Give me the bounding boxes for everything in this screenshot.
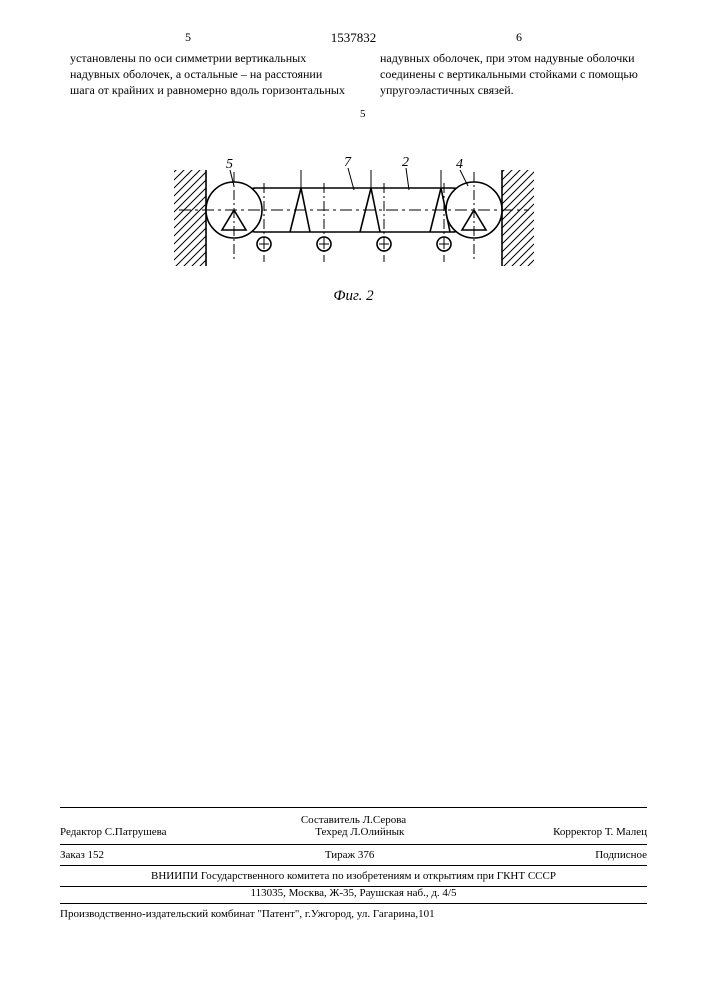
svg-text:5: 5	[226, 157, 233, 172]
footer-publisher: Производственно-издательский комбинат "П…	[60, 904, 647, 920]
svg-text:2: 2	[402, 155, 409, 170]
figure-caption: Фиг. 2	[333, 288, 373, 305]
order-number: Заказ 152	[60, 849, 104, 861]
editor: Редактор С.Патрушева	[60, 826, 167, 838]
tirazh: Тираж 376	[325, 849, 375, 861]
figure-2: 5 7 2 4	[174, 140, 534, 285]
column-left-text: установлены по оси симметрии верти­кальн…	[70, 50, 345, 99]
compiler: Составитель Л.Серова	[301, 814, 406, 826]
line-number: 5	[360, 108, 366, 120]
footer-address: 113035, Москва, Ж-35, Раушская наб., д. …	[60, 887, 647, 904]
column-right-text: надувных оболочек, при этом надувные обо…	[380, 50, 655, 99]
svg-text:4: 4	[456, 157, 463, 172]
sign: Подписное	[595, 849, 647, 861]
techred: Техред Л.Олийнык	[315, 826, 404, 838]
footer-org: ВНИИПИ Государственного комитета по изоб…	[60, 866, 647, 887]
corrector: Корректор Т. Малец	[553, 826, 647, 838]
document-number: 1537832	[331, 30, 377, 46]
page-number-left: 5	[185, 30, 191, 45]
svg-text:7: 7	[344, 155, 352, 170]
footer-block: Составитель Л.Серова Редактор С.Патрушев…	[60, 807, 647, 920]
page-number-right: 6	[516, 30, 522, 45]
